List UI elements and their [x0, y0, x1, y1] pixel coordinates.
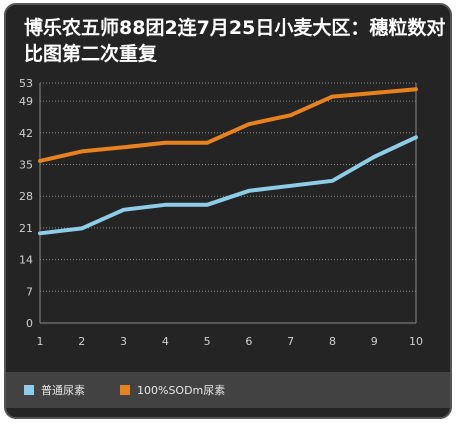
series-line-2[interactable]	[38, 87, 418, 163]
x-tick-label: 9	[371, 335, 378, 348]
legend-label-series-1: 普通尿素	[41, 384, 85, 397]
x-tick-label: 7	[287, 335, 294, 348]
y-tick-label: 35	[19, 159, 33, 172]
y-tick-label: 21	[19, 222, 33, 235]
y-tick-label: 28	[19, 190, 33, 203]
chart-title: 博乐农五师88团2连7月25日小麦大区：穗粒数对比图第二次重复	[24, 17, 446, 65]
y-tick-label: 14	[19, 254, 33, 267]
y-tick-label: 53	[19, 77, 33, 90]
series-lines	[38, 87, 418, 236]
chart-panel: 博乐农五师88团2连7月25日小麦大区：穗粒数对比图第二次重复 0 7 14 21 28…	[4, 3, 452, 419]
legend-swatch-series-2	[120, 385, 130, 395]
y-tick-label: 49	[19, 95, 33, 108]
series-line-1[interactable]	[38, 135, 418, 236]
y-tick-label: 0	[26, 317, 33, 330]
grid	[40, 82, 416, 292]
x-tick-label: 5	[204, 335, 211, 348]
axes	[39, 83, 417, 324]
x-tick-label: 3	[120, 335, 127, 348]
x-axis-tick-labels: 1 2 3 4 5 6 7 8 9 10	[37, 335, 424, 348]
y-axis-tick-labels: 0 7 14 21 28 35 42 49 53	[19, 77, 33, 330]
legend-swatch-series-1	[24, 385, 34, 395]
x-tick-label: 6	[245, 335, 252, 348]
x-tick-label: 10	[409, 335, 423, 348]
legend: 普通尿素 100%SODm尿素	[6, 372, 450, 408]
x-tick-label: 4	[162, 335, 169, 348]
line-chart: 0 7 14 21 28 35 42 49 53 1 2 3 4 5 6 7 8 9 10	[19, 77, 424, 348]
x-tick-label: 8	[329, 335, 336, 348]
legend-item-series-1[interactable]: 普通尿素	[24, 382, 85, 398]
y-tick-label: 7	[26, 285, 33, 298]
x-tick-label: 2	[78, 335, 85, 348]
legend-item-series-2[interactable]: 100%SODm尿素	[120, 382, 225, 398]
y-tick-label: 42	[19, 127, 33, 140]
legend-label-series-2: 100%SODm尿素	[137, 384, 226, 397]
x-tick-label: 1	[37, 335, 44, 348]
